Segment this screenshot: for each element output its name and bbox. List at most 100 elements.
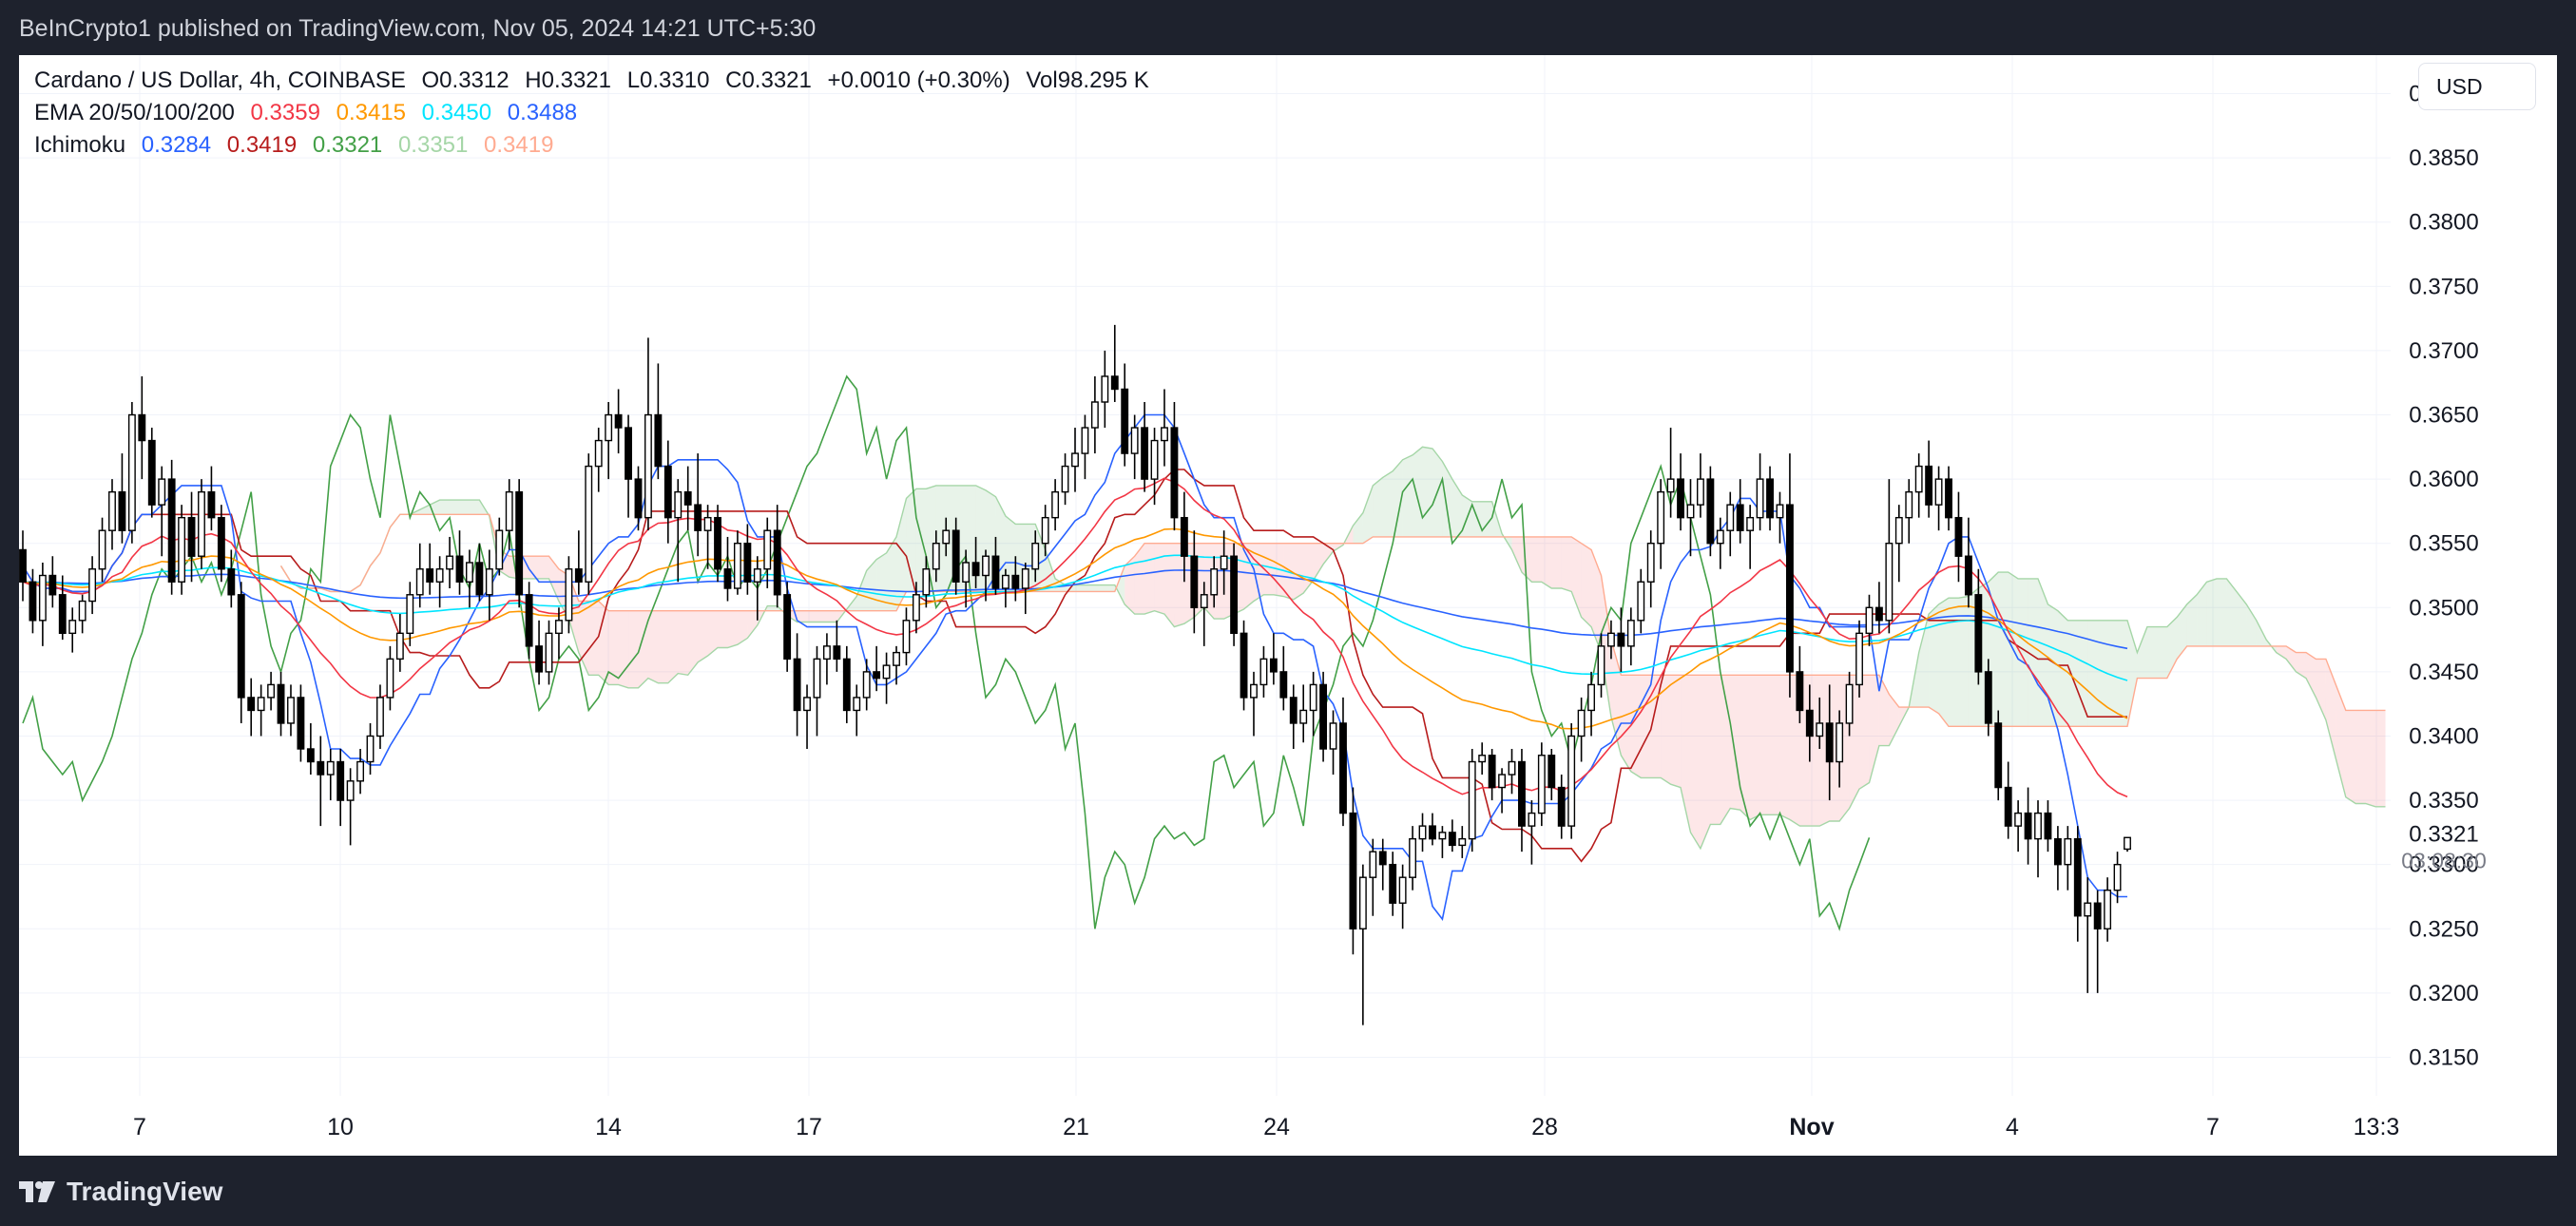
ichimoku-cloud-segment [1889, 694, 1899, 746]
candle-body [1210, 568, 1219, 596]
candle-body [1498, 774, 1507, 789]
candle-body [1269, 658, 1278, 673]
ichimoku-lagging-value: 0.3321 [312, 132, 383, 158]
ichimoku-cloud-segment [1958, 596, 1969, 727]
ichimoku-cloud-segment [2316, 659, 2326, 720]
candle-body [1051, 490, 1060, 519]
candle-body [1448, 832, 1456, 847]
time-axis-tick: 13:3 [2354, 1114, 2400, 1140]
candle-body [873, 671, 881, 680]
ichimoku-label[interactable]: Ichimoku [34, 132, 126, 158]
candle-body [535, 645, 543, 673]
candle-body [1170, 427, 1179, 519]
candle-body [178, 516, 186, 583]
ichimoku-cloud-segment [1313, 543, 1324, 581]
ema200-value: 0.3488 [507, 100, 578, 125]
candle-body [267, 683, 276, 699]
candle-body [893, 651, 900, 666]
candle-body [1914, 465, 1923, 493]
candle-body [753, 568, 761, 583]
ichimoku-cloud-segment [1511, 536, 1522, 573]
candle-body [446, 555, 454, 570]
ichimoku-cloud-segment [1114, 565, 1125, 604]
candle-body [1657, 490, 1665, 545]
ema100-line [22, 554, 2128, 681]
candle-body [1626, 620, 1635, 647]
candle-body [466, 562, 473, 583]
ichimoku-cloud-segment [2077, 620, 2088, 727]
candle-body [147, 439, 156, 506]
candle-body [1637, 581, 1645, 622]
ichimoku-cloud-segment [2246, 603, 2257, 646]
ichimoku-cloud-segment [1094, 584, 1105, 592]
ichimoku-cloud-segment [2296, 652, 2306, 679]
ichimoku-cloud-segment [588, 601, 599, 676]
ichimoku-cloud-segment [1929, 603, 1939, 714]
candle-body [227, 568, 236, 596]
time-axis-tick: 4 [2006, 1114, 2019, 1140]
time-axis-tick: 21 [1063, 1114, 1089, 1140]
candle-body [1726, 504, 1735, 531]
candle-body [158, 478, 166, 506]
candle-body [187, 516, 196, 557]
candle-body [1150, 439, 1159, 480]
ema100-value: 0.3450 [421, 100, 492, 125]
ema200-line [22, 569, 2128, 650]
ichimoku-cloud-segment [628, 610, 639, 688]
ichimoku-cloud-segment [1829, 675, 1840, 822]
ichimoku-cloud-segment [698, 610, 708, 662]
chart-area[interactable]: 0.39000.38500.38000.37500.37000.36500.36… [19, 55, 2557, 1156]
ichimoku-cloud-segment [459, 500, 470, 515]
candle-body [932, 543, 940, 570]
candle-body [723, 568, 732, 589]
candle-body [2124, 836, 2131, 851]
ichimoku-cloud-segment [1730, 675, 1740, 811]
ichimoku-cloud-segment [2276, 645, 2287, 660]
tradingview-logo[interactable]: TradingView [19, 1177, 222, 1207]
candle-body [1001, 574, 1009, 589]
candle-body [247, 697, 256, 712]
ichimoku-cloud-segment [1681, 675, 1691, 833]
candle-body [1011, 574, 1020, 589]
candle-body [882, 664, 891, 680]
ichimoku-cloud-segment [1591, 549, 1602, 653]
candle-body [625, 427, 632, 480]
candle-body [1021, 568, 1029, 589]
candle-body [1259, 658, 1268, 686]
ema-label[interactable]: EMA 20/50/100/200 [34, 100, 235, 125]
ichimoku-cloud-segment [2206, 578, 2217, 646]
ichimoku-cloud-segment [1819, 675, 1830, 827]
candle-body [733, 543, 741, 589]
candle-body [1836, 722, 1844, 763]
candle-body [991, 555, 1000, 589]
symbol-title[interactable]: Cardano / US Dollar, 4h, COINBASE [34, 67, 406, 93]
candle-body [1130, 427, 1139, 454]
price-chart[interactable]: 0.39000.38500.38000.37500.37000.36500.36… [19, 55, 2557, 1156]
candle-body [306, 748, 315, 763]
open-value: O0.3312 [421, 67, 509, 93]
tradingview-logo-icon [19, 1181, 55, 1202]
candle-body [1686, 504, 1695, 519]
candle-body [485, 568, 493, 596]
candle-body [585, 465, 593, 583]
candle-body [1389, 863, 1397, 904]
ichimoku-cloud-segment [2047, 603, 2058, 727]
candle-body [2084, 902, 2092, 917]
candle-body [167, 478, 176, 583]
price-axis-tick: 0.3150 [2409, 1044, 2478, 1070]
candle-body [138, 413, 146, 442]
ichimoku-cloud-segment [1085, 584, 1095, 592]
candle-body [78, 600, 87, 622]
symbol-legend-row: Cardano / US Dollar, 4h, COINBASE O0.331… [34, 65, 1159, 97]
currency-button[interactable]: USD [2418, 63, 2536, 110]
candle-body [2014, 812, 2023, 827]
ichimoku-cloud-segment [548, 556, 559, 602]
price-axis-tick: 0.3800 [2409, 210, 2478, 236]
candle-body [793, 658, 801, 712]
candle-body [1537, 755, 1546, 814]
candle-body [29, 581, 37, 622]
ichimoku-cloud-segment [2087, 620, 2098, 727]
candle-body [555, 620, 563, 635]
ichimoku-cloud-segment [450, 500, 460, 515]
candle-body [1905, 490, 1913, 519]
